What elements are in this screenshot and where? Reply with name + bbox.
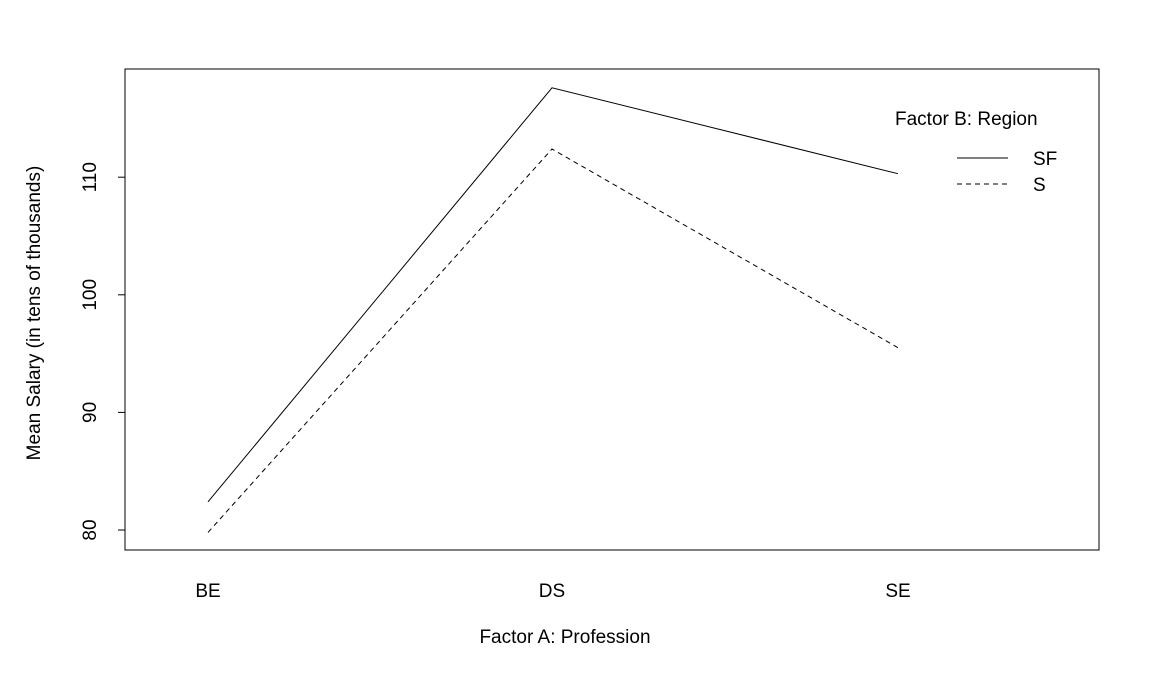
y-tick-label: 90 [80, 402, 101, 423]
series-line-sf [207, 87, 899, 503]
x-axis-label: Factor A: Profession [479, 627, 650, 648]
y-axis-label: Mean Salary (in tens of thousands) [24, 166, 45, 461]
x-tick-label: SE [885, 581, 910, 602]
x-axis: BE DS SE [195, 581, 910, 602]
legend: Factor B: Region SF S [895, 109, 1057, 196]
x-tick-label: BE [195, 581, 220, 602]
legend-label-sf: SF [1033, 149, 1057, 170]
plot-frame [124, 68, 1100, 551]
y-tick-label: 100 [80, 279, 101, 311]
y-tick-label: 80 [80, 519, 101, 540]
x-tick-label: DS [539, 581, 565, 602]
series-line-s [207, 148, 899, 533]
y-axis: 80 90 100 110 [80, 162, 126, 541]
legend-label-s: S [1033, 175, 1046, 196]
series-lines [207, 87, 899, 533]
y-tick-label: 110 [80, 162, 101, 192]
legend-title: Factor B: Region [895, 109, 1038, 130]
